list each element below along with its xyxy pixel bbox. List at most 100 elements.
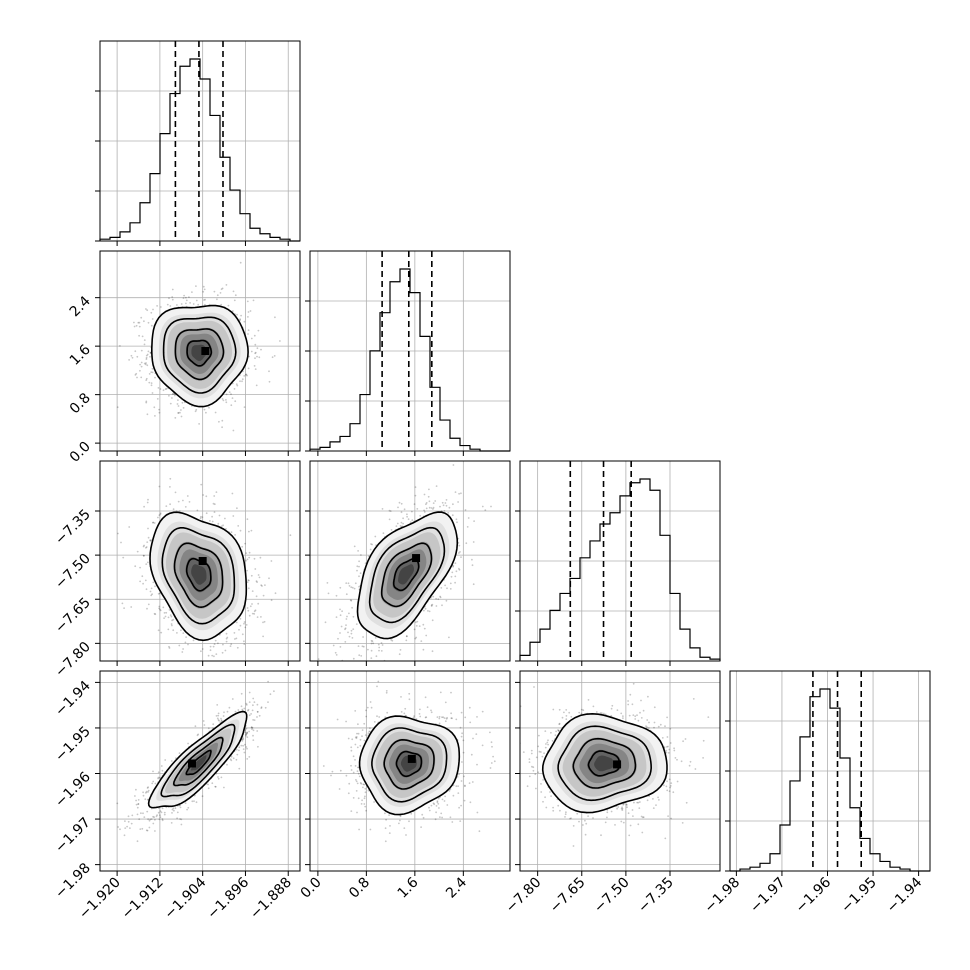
sample-point: [601, 712, 603, 715]
density-level: [191, 564, 207, 585]
sample-point: [200, 665, 202, 667]
sample-point: [174, 491, 177, 494]
sample-point: [240, 705, 243, 708]
sample-point: [368, 730, 371, 733]
sample-point: [544, 796, 546, 799]
sample-point: [399, 525, 402, 527]
sample-point: [464, 716, 467, 719]
sample-point: [187, 806, 190, 809]
sample-point: [471, 558, 473, 561]
sample-point: [169, 305, 172, 307]
sample-point: [439, 816, 441, 818]
sample-point: [629, 693, 632, 696]
sample-point: [124, 820, 126, 822]
sample-point: [187, 742, 190, 745]
sample-point: [146, 309, 149, 312]
sample-point: [348, 585, 351, 587]
sample-point: [217, 719, 220, 721]
sample-point: [258, 356, 261, 359]
sample-point: [170, 822, 173, 824]
sample-point: [632, 682, 635, 685]
sample-point: [538, 750, 541, 753]
sample-point: [364, 791, 367, 794]
sample-point: [197, 303, 200, 306]
sample-point: [385, 818, 387, 821]
sample-point: [353, 587, 356, 590]
sample-point: [358, 828, 360, 831]
sample-point: [248, 756, 251, 758]
sample-point: [161, 818, 164, 820]
sample-point: [135, 372, 138, 375]
sample-point: [355, 737, 358, 740]
sample-point: [219, 292, 222, 294]
sample-point: [361, 799, 363, 802]
sample-point: [576, 812, 579, 815]
sample-point: [212, 502, 215, 505]
sample-point: [702, 739, 705, 742]
sample-point: [452, 503, 454, 506]
histogram-panel-p3: −1.98 −1.97 −1.96 −1.95 −1.94: [702, 670, 931, 916]
sample-point: [533, 686, 535, 688]
sample-point: [239, 617, 242, 620]
sample-point: [252, 697, 255, 700]
sample-point: [169, 402, 172, 405]
sample-point: [159, 814, 161, 817]
sample-point: [652, 798, 654, 800]
sample-point: [243, 751, 246, 754]
sample-point: [676, 758, 678, 761]
sample-point: [130, 822, 133, 825]
sample-point: [638, 807, 641, 809]
sample-point: [129, 827, 131, 829]
sample-point: [241, 740, 244, 742]
sample-point: [151, 367, 154, 370]
sample-point: [164, 615, 167, 618]
sample-point: [243, 320, 246, 323]
sample-point: [168, 609, 171, 611]
sample-point: [528, 761, 531, 763]
sample-point: [150, 539, 153, 541]
sample-point: [255, 595, 258, 598]
sample-point: [423, 609, 425, 612]
sample-point: [350, 599, 353, 602]
sample-point: [672, 791, 675, 794]
sample-point: [221, 419, 224, 422]
sample-point: [252, 729, 255, 732]
contour-line: [541, 712, 668, 814]
sample-point: [648, 721, 650, 724]
sample-point: [267, 680, 269, 683]
sample-point: [200, 515, 202, 518]
sample-point: [172, 508, 175, 511]
sample-point: [143, 339, 146, 341]
sample-point: [227, 304, 230, 307]
sample-point: [145, 358, 148, 360]
sample-point: [179, 818, 182, 820]
sample-point: [239, 380, 241, 383]
sample-point: [147, 789, 150, 792]
sample-point: [226, 710, 229, 713]
sample-point: [352, 615, 355, 618]
sample-point: [145, 546, 148, 548]
x-tick-label: 0.0: [298, 875, 325, 902]
sample-point: [626, 804, 628, 806]
sample-point: [354, 710, 357, 712]
sample-point: [359, 572, 362, 575]
sample-point: [385, 691, 388, 694]
sample-point: [248, 355, 251, 358]
sample-point: [490, 741, 493, 744]
sample-point: [352, 797, 355, 799]
sample-point: [405, 635, 408, 638]
sample-point: [241, 545, 244, 548]
sample-point: [253, 557, 256, 560]
sample-point: [670, 817, 672, 820]
y-tick-label: −7.35: [52, 507, 94, 549]
sample-point: [245, 733, 247, 736]
sample-point: [232, 515, 235, 517]
sample-point: [229, 645, 232, 647]
sample-point: [414, 486, 417, 488]
sample-point: [657, 796, 659, 799]
sample-point: [196, 509, 199, 512]
sample-point: [653, 721, 656, 724]
sample-point: [639, 711, 641, 714]
sample-point: [663, 784, 665, 787]
sample-point: [355, 623, 358, 625]
